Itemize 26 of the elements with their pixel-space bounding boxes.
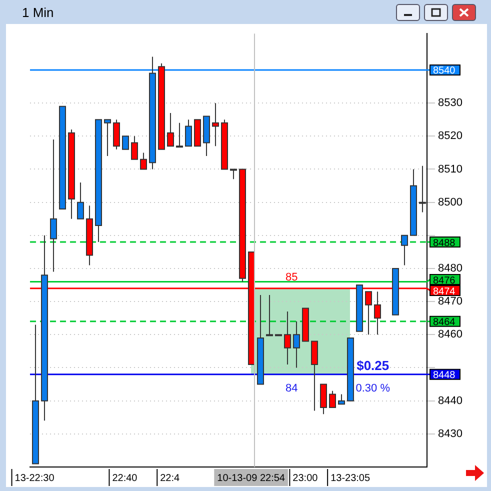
y-tick-label: 8460 (438, 328, 462, 341)
y-tick-label: 8520 (438, 130, 462, 142)
y-tick-label: 8480 (438, 262, 462, 275)
y-tick-label: 8470 (438, 296, 462, 308)
x-tick-label: 13-23:05 (330, 472, 370, 484)
x-tick-label: 13-22:30 (14, 472, 55, 484)
annotation: $0.25 (356, 358, 390, 373)
ref-line-label: 8464 (433, 317, 456, 328)
ref-line-label: 8540 (433, 66, 456, 77)
ref-line-label: 8474 (433, 286, 456, 298)
y-tick-label: 8500 (438, 196, 462, 208)
y-tick-label: 8510 (438, 163, 462, 176)
annotation: 0.30 % (356, 382, 390, 394)
ref-line-label: 8476 (433, 275, 456, 286)
y-tick-label: 8430 (438, 428, 462, 440)
annotation: 84 (286, 382, 298, 394)
ref-line-label: 8488 (433, 238, 456, 249)
x-tick-label: 23:00 (292, 472, 318, 484)
ref-line-label: 8448 (433, 370, 456, 382)
chart-title: 1 Min (22, 5, 54, 20)
x-tick-label: 10-13-09 22:54 (217, 472, 286, 484)
y-tick-label: 8440 (438, 394, 462, 407)
x-tick-label: 22:4 (160, 472, 180, 484)
y-tick-label: 8530 (438, 97, 462, 110)
annotation: 85 (286, 271, 298, 284)
x-tick-label: 22:40 (112, 472, 138, 484)
